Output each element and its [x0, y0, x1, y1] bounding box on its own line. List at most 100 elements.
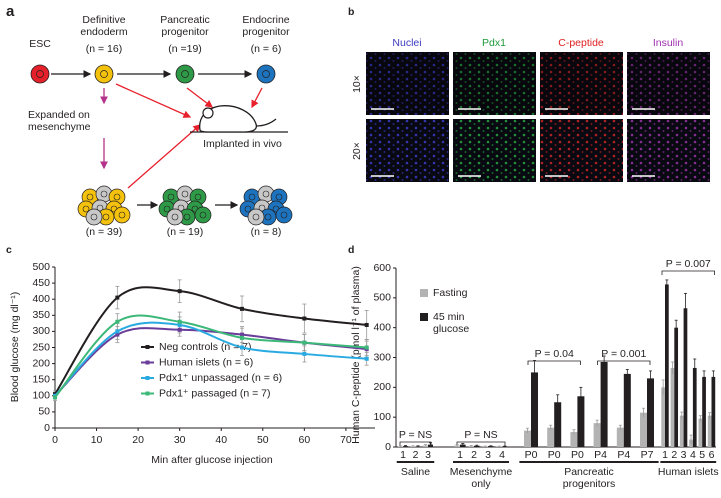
y-tick-label: 400: [373, 321, 391, 333]
y-tick-label: 350: [32, 309, 50, 321]
bar: [531, 372, 538, 447]
cluster-nucleus: [102, 213, 110, 221]
y-tick-label: 50: [38, 406, 50, 418]
panel-letter: b: [348, 6, 354, 18]
y-tick-label: 200: [373, 381, 391, 393]
significance-bracket: [456, 441, 506, 446]
point: [240, 332, 245, 337]
stage-label: Endocrine progenitor: [242, 14, 290, 38]
cluster-cell: [85, 208, 103, 226]
bar: [674, 327, 679, 447]
group-label: Pancreatic progenitors: [562, 466, 616, 490]
cell: [256, 64, 276, 84]
significance-label: P = 0.001: [601, 348, 646, 360]
x-tick-label: 1: [662, 449, 668, 461]
x-tick-label: 3: [681, 449, 687, 461]
cluster-n: (n = 39): [85, 226, 123, 238]
cluster-nucleus: [113, 193, 121, 201]
x-tick-label: 3: [485, 449, 491, 461]
cell-nucleus: [100, 70, 108, 78]
bar: [554, 402, 562, 447]
row-label: 10×: [351, 75, 363, 93]
cluster-nucleus: [248, 193, 256, 201]
bar: [698, 418, 703, 447]
stage-label: Definitive endoderm: [80, 14, 128, 38]
cluster-n: (n = 8): [250, 226, 282, 238]
significance-label: P = 0.007: [666, 258, 711, 270]
implant-label: Implanted in vivo: [203, 138, 282, 150]
legend-marker: [145, 360, 150, 365]
bar: [707, 415, 712, 447]
micrograph-shade: [366, 119, 449, 182]
x-tick-label: 70: [340, 434, 352, 446]
legend-label: Pdx1⁺ passaged (n = 7): [159, 387, 271, 399]
legend-label: Fasting: [433, 287, 468, 299]
micrograph: [627, 52, 710, 115]
cluster-nucleus: [90, 213, 98, 221]
significance-label: P = NS: [464, 429, 497, 441]
cluster-nucleus: [177, 204, 185, 212]
y-tick-label: 300: [32, 325, 50, 337]
bar: [640, 412, 647, 447]
point: [240, 345, 245, 350]
cell: [30, 64, 50, 84]
y-axis-title: Blood glucose (mg dl⁻¹): [9, 292, 21, 403]
point: [302, 351, 307, 356]
bar: [616, 427, 624, 447]
x-tick-label: 50: [257, 434, 269, 446]
y-axis-title: Human C-peptide (pmol l⁻¹ of plasma): [350, 266, 362, 444]
group-label: Human islets: [657, 466, 719, 478]
cluster-cell: [275, 206, 293, 224]
y-tick-label: 400: [32, 293, 50, 305]
cluster-nucleus: [163, 205, 171, 213]
point: [115, 319, 120, 324]
point: [177, 289, 182, 294]
y-tick-label: 0: [385, 441, 391, 453]
point: [115, 295, 120, 300]
bar: [570, 432, 578, 447]
y-tick-label: 100: [32, 390, 50, 402]
significance-label: P = 0.04: [535, 348, 574, 360]
x-tick-label: 60: [299, 434, 311, 446]
panel-letter: c: [6, 244, 12, 256]
bar: [623, 373, 631, 447]
expansion-label: Expanded on mesenchyme: [28, 109, 91, 133]
row-label: 20×: [351, 142, 363, 160]
mouse-ear: [202, 107, 214, 119]
cluster-nucleus: [264, 213, 272, 221]
bar: [547, 427, 555, 447]
cluster-n: (n = 19): [166, 226, 204, 238]
panel-letter: a: [6, 3, 15, 20]
legend-swatch: [420, 313, 428, 321]
micrograph: [366, 119, 449, 182]
column-label: Insulin: [653, 37, 684, 49]
legend-marker: [145, 391, 150, 396]
x-tick-label: P0: [525, 449, 538, 461]
x-tick-label: 30: [174, 434, 186, 446]
stage-label: Pancreatic progenitor: [160, 14, 210, 38]
cluster-nucleus: [171, 213, 179, 221]
bar: [577, 396, 585, 447]
cluster-nucleus: [82, 205, 90, 213]
legend-swatch: [420, 289, 428, 297]
micrograph-shade: [540, 52, 623, 115]
point: [177, 322, 182, 327]
micrograph: [540, 119, 623, 182]
point: [240, 306, 245, 311]
cell-nucleus: [181, 70, 189, 78]
micrograph: [540, 52, 623, 115]
stage-n: (n =19): [168, 43, 202, 55]
x-axis-title: Min after glucose injection: [151, 454, 273, 466]
cluster-nucleus: [183, 213, 191, 221]
cluster-nucleus: [252, 213, 260, 221]
bar: [670, 367, 675, 447]
x-tick-label: 6: [709, 449, 715, 461]
micrograph-shade: [453, 119, 536, 182]
bar: [661, 387, 665, 447]
cell: [94, 64, 114, 84]
stage-n: (n = 16): [85, 43, 123, 55]
cluster-nucleus: [118, 211, 126, 219]
x-tick-label: P4: [594, 449, 607, 461]
